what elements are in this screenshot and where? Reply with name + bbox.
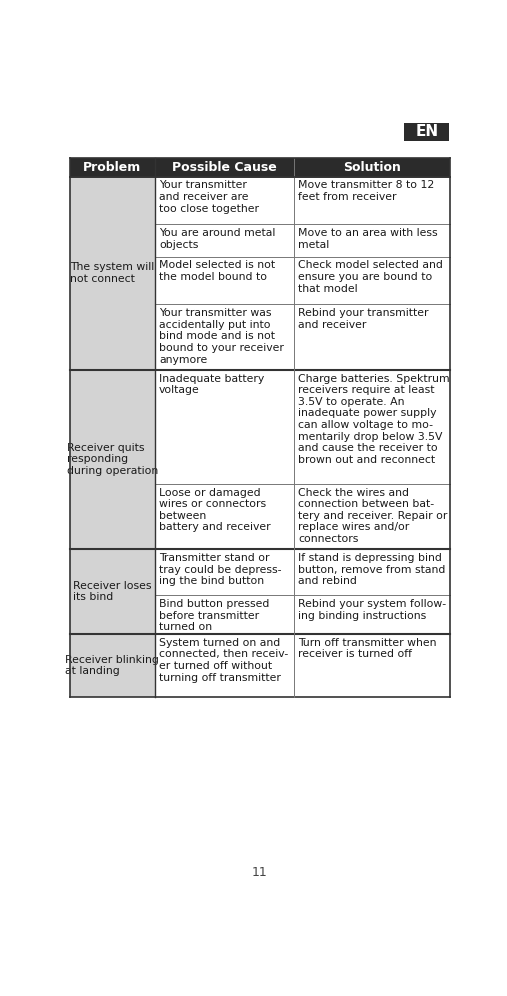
Bar xyxy=(294,596,450,633)
Text: Rebind your system follow-
ing binding instructions: Rebind your system follow- ing binding i… xyxy=(298,600,446,621)
Text: Problem: Problem xyxy=(83,160,141,173)
Bar xyxy=(69,633,450,697)
Text: Loose or damaged
wires or connectors
between
battery and receiver: Loose or damaged wires or connectors bet… xyxy=(159,488,271,533)
Bar xyxy=(69,176,450,370)
Bar xyxy=(294,257,450,305)
Bar xyxy=(69,549,450,633)
Bar xyxy=(155,596,294,633)
Bar xyxy=(155,176,294,224)
Text: System turned on and
connected, then receiv-
er turned off without
turning off t: System turned on and connected, then rec… xyxy=(159,637,288,682)
Text: Possible Cause: Possible Cause xyxy=(172,160,277,173)
Bar xyxy=(155,370,294,484)
Bar xyxy=(69,370,450,549)
Text: Turn off transmitter when
receiver is turned off: Turn off transmitter when receiver is tu… xyxy=(298,637,437,659)
Text: Receiver quits
responding
during operation: Receiver quits responding during operati… xyxy=(67,443,158,476)
Bar xyxy=(294,633,450,697)
Bar xyxy=(405,123,449,141)
Text: Move to an area with less
metal: Move to an area with less metal xyxy=(298,228,438,250)
Bar xyxy=(294,484,450,549)
Text: Your transmitter
and receiver are
too close together: Your transmitter and receiver are too cl… xyxy=(159,180,259,213)
Text: Transmitter stand or
tray could be depress-
ing the bind button: Transmitter stand or tray could be depre… xyxy=(159,553,281,587)
Bar xyxy=(294,370,450,484)
Bar xyxy=(69,158,450,176)
Text: Model selected is not
the model bound to: Model selected is not the model bound to xyxy=(159,260,275,282)
Bar xyxy=(294,305,450,370)
Bar xyxy=(155,484,294,549)
Bar xyxy=(155,305,294,370)
Text: Receiver loses
its bind: Receiver loses its bind xyxy=(73,581,152,603)
Text: Solution: Solution xyxy=(343,160,401,173)
Text: Charge batteries. Spektrum
receivers require at least
3.5V to operate. An
inadeq: Charge batteries. Spektrum receivers req… xyxy=(298,374,450,465)
Text: Inadequate battery
voltage: Inadequate battery voltage xyxy=(159,374,264,395)
Text: If stand is depressing bind
button, remove from stand
and rebind: If stand is depressing bind button, remo… xyxy=(298,553,445,587)
Text: EN: EN xyxy=(415,124,439,139)
Text: Check the wires and
connection between bat-
tery and receiver. Repair or
replace: Check the wires and connection between b… xyxy=(298,488,447,544)
Bar xyxy=(155,549,294,596)
Text: Rebind your transmitter
and receiver: Rebind your transmitter and receiver xyxy=(298,308,428,330)
Bar xyxy=(155,633,294,697)
Text: Move transmitter 8 to 12
feet from receiver: Move transmitter 8 to 12 feet from recei… xyxy=(298,180,434,202)
Bar xyxy=(155,224,294,257)
Text: Receiver blinking
at landing: Receiver blinking at landing xyxy=(65,654,159,676)
Text: Bind button pressed
before transmitter
turned on: Bind button pressed before transmitter t… xyxy=(159,600,269,632)
Bar xyxy=(294,176,450,224)
Bar xyxy=(294,224,450,257)
Text: You are around metal
objects: You are around metal objects xyxy=(159,228,275,250)
Bar xyxy=(155,257,294,305)
Bar xyxy=(294,549,450,596)
Text: Your transmitter was
accidentally put into
bind mode and is not
bound to your re: Your transmitter was accidentally put in… xyxy=(159,308,284,365)
Text: 11: 11 xyxy=(252,867,268,879)
Text: The system will
not connect: The system will not connect xyxy=(70,262,155,284)
Text: Check model selected and
ensure you are bound to
that model: Check model selected and ensure you are … xyxy=(298,260,443,294)
